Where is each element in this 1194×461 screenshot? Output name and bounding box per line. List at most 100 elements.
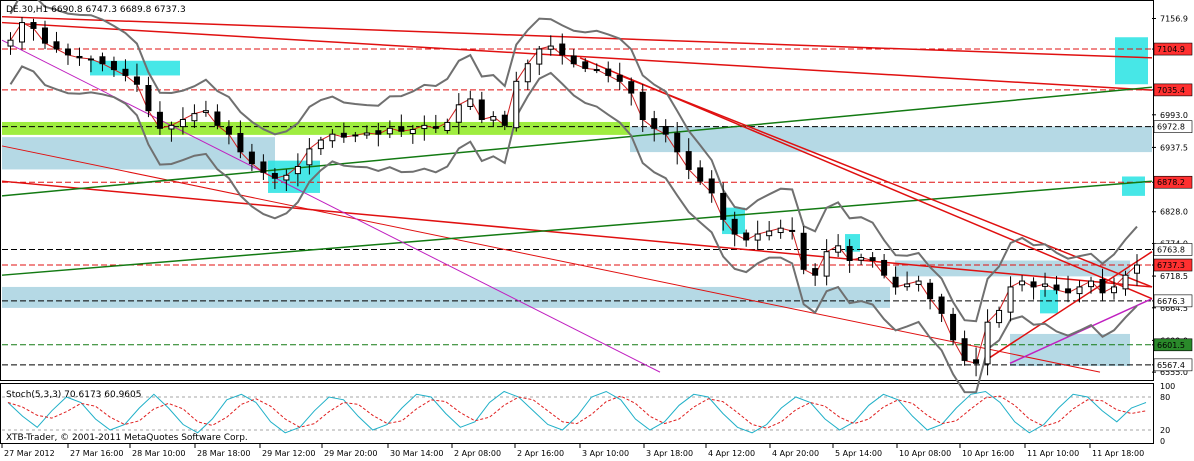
price-tick-label: 6993.0 bbox=[1160, 111, 1188, 120]
candle-body bbox=[1042, 283, 1049, 287]
candle-body bbox=[490, 116, 497, 121]
candle-body bbox=[168, 124, 175, 130]
time-tick-label: 28 Mar 10:00 bbox=[132, 449, 185, 458]
candle-body bbox=[927, 282, 934, 300]
time-tick-label: 11 Apr 10:00 bbox=[1027, 449, 1079, 458]
price-label-text: 6737.3 bbox=[1157, 261, 1185, 270]
candle-body bbox=[708, 178, 715, 194]
candle-body bbox=[225, 127, 232, 135]
candle-body bbox=[99, 56, 106, 65]
candle-body bbox=[375, 130, 382, 135]
price-label-box bbox=[1153, 83, 1193, 97]
price-label-text: 6972.8 bbox=[1157, 123, 1185, 132]
candle-body bbox=[145, 85, 152, 112]
price-label-text: 6567.4 bbox=[1157, 361, 1185, 370]
price-label-box bbox=[1153, 175, 1193, 189]
candle-body bbox=[513, 80, 520, 129]
trend-line bbox=[1009, 298, 1153, 364]
stoch-label: Stoch(5,3,3) 70.6173 60.9605 bbox=[6, 390, 141, 400]
candle-body bbox=[662, 125, 669, 135]
candle-body bbox=[501, 114, 508, 126]
zone-rect bbox=[1115, 37, 1148, 85]
candle-body bbox=[1007, 286, 1014, 313]
candle-body bbox=[467, 98, 474, 107]
candle-body bbox=[110, 61, 117, 71]
candle-body bbox=[800, 232, 807, 270]
stoch-tick-label: 80 bbox=[1160, 393, 1170, 402]
candle-body bbox=[317, 139, 324, 150]
bollinger-lower bbox=[9, 65, 1138, 394]
candle-body bbox=[455, 104, 462, 123]
time-tick-label: 29 Mar 20:00 bbox=[324, 449, 377, 458]
trend-line bbox=[1, 180, 1153, 288]
candle-body bbox=[76, 55, 83, 59]
time-tick-label: 5 Apr 14:00 bbox=[835, 449, 882, 458]
candle-body bbox=[1019, 280, 1026, 286]
stoch-signal-line bbox=[7, 395, 1147, 429]
candle-body bbox=[7, 39, 14, 47]
trend-line bbox=[619, 74, 1153, 288]
candle-body bbox=[651, 118, 658, 129]
candle-body bbox=[605, 68, 612, 76]
price-tick-label: 6664.5 bbox=[1160, 304, 1188, 313]
trend-line bbox=[1, 39, 661, 373]
candle-body bbox=[133, 76, 140, 85]
candle-body bbox=[248, 151, 255, 165]
candle-body bbox=[639, 91, 646, 120]
candle-body bbox=[754, 233, 761, 241]
candle-body bbox=[731, 218, 738, 235]
candle-body bbox=[421, 124, 428, 130]
price-label-text: 7035.4 bbox=[1157, 86, 1185, 95]
candle-body bbox=[961, 338, 968, 361]
trend-line bbox=[1, 180, 1153, 276]
candle-body bbox=[53, 41, 60, 50]
candle-body bbox=[444, 121, 451, 131]
zone-rect bbox=[2, 286, 890, 308]
price-label-text: 6878.2 bbox=[1157, 178, 1185, 187]
time-tick-label: 29 Mar 12:00 bbox=[262, 449, 315, 458]
candle-body bbox=[156, 111, 163, 129]
candle-body bbox=[41, 27, 48, 44]
time-tick-label: 2 Apr 16:00 bbox=[517, 449, 564, 458]
time-tick-label: 2 Apr 08:00 bbox=[454, 449, 501, 458]
candle-body bbox=[294, 166, 301, 175]
time-tick-label: 3 Apr 10:00 bbox=[582, 449, 629, 458]
price-axis: 7156.9 7104.9 7035.4 6993.0 6972.8 6937.5 6878… bbox=[1152, 15, 1188, 377]
price-label-text: 6763.8 bbox=[1157, 245, 1185, 254]
candle-body bbox=[766, 230, 773, 237]
price-label-text: 6676.3 bbox=[1157, 297, 1185, 306]
zones-layer bbox=[2, 37, 1152, 367]
time-tick-label: 27 Mar 2012 bbox=[4, 449, 55, 458]
trend-line bbox=[1, 21, 1153, 91]
candle-body bbox=[892, 276, 899, 288]
chart-title: DE.30,H1 6690.8 6747.3 6689.8 6737.3 bbox=[6, 5, 186, 15]
candle-body bbox=[478, 99, 485, 121]
price-label-box bbox=[1153, 358, 1193, 372]
price-label-box bbox=[1153, 243, 1193, 256]
price-tick-label: 6718.5 bbox=[1160, 272, 1188, 281]
candle-body bbox=[1088, 280, 1095, 288]
candle-body bbox=[582, 61, 589, 69]
bollinger-upper bbox=[9, 0, 1138, 323]
candle-body bbox=[720, 192, 727, 220]
stoch-pane-frame bbox=[0, 383, 1154, 444]
candle-body bbox=[202, 110, 209, 113]
candle-body bbox=[536, 48, 543, 65]
candle-body bbox=[87, 58, 94, 61]
trend-line bbox=[1, 145, 1101, 373]
time-tick-label: 10 Apr 08:00 bbox=[899, 449, 951, 458]
trend-line bbox=[1, 86, 1153, 197]
candle-body bbox=[271, 172, 278, 179]
candle-body bbox=[881, 259, 888, 276]
candle-body bbox=[306, 148, 313, 166]
candle-body bbox=[628, 81, 635, 94]
candle-body bbox=[283, 174, 290, 181]
candle-body bbox=[938, 296, 945, 314]
candle-body bbox=[1099, 279, 1106, 294]
time-tick-label: 28 Mar 18:00 bbox=[197, 449, 250, 458]
candle-body bbox=[559, 43, 566, 56]
candle-body bbox=[547, 45, 554, 50]
price-labels: 7104.9 7035.4 6972.8 6878.2 6763.8 6737.3 6676… bbox=[1153, 42, 1193, 372]
candle-body bbox=[524, 63, 531, 83]
candle-body bbox=[846, 246, 853, 262]
